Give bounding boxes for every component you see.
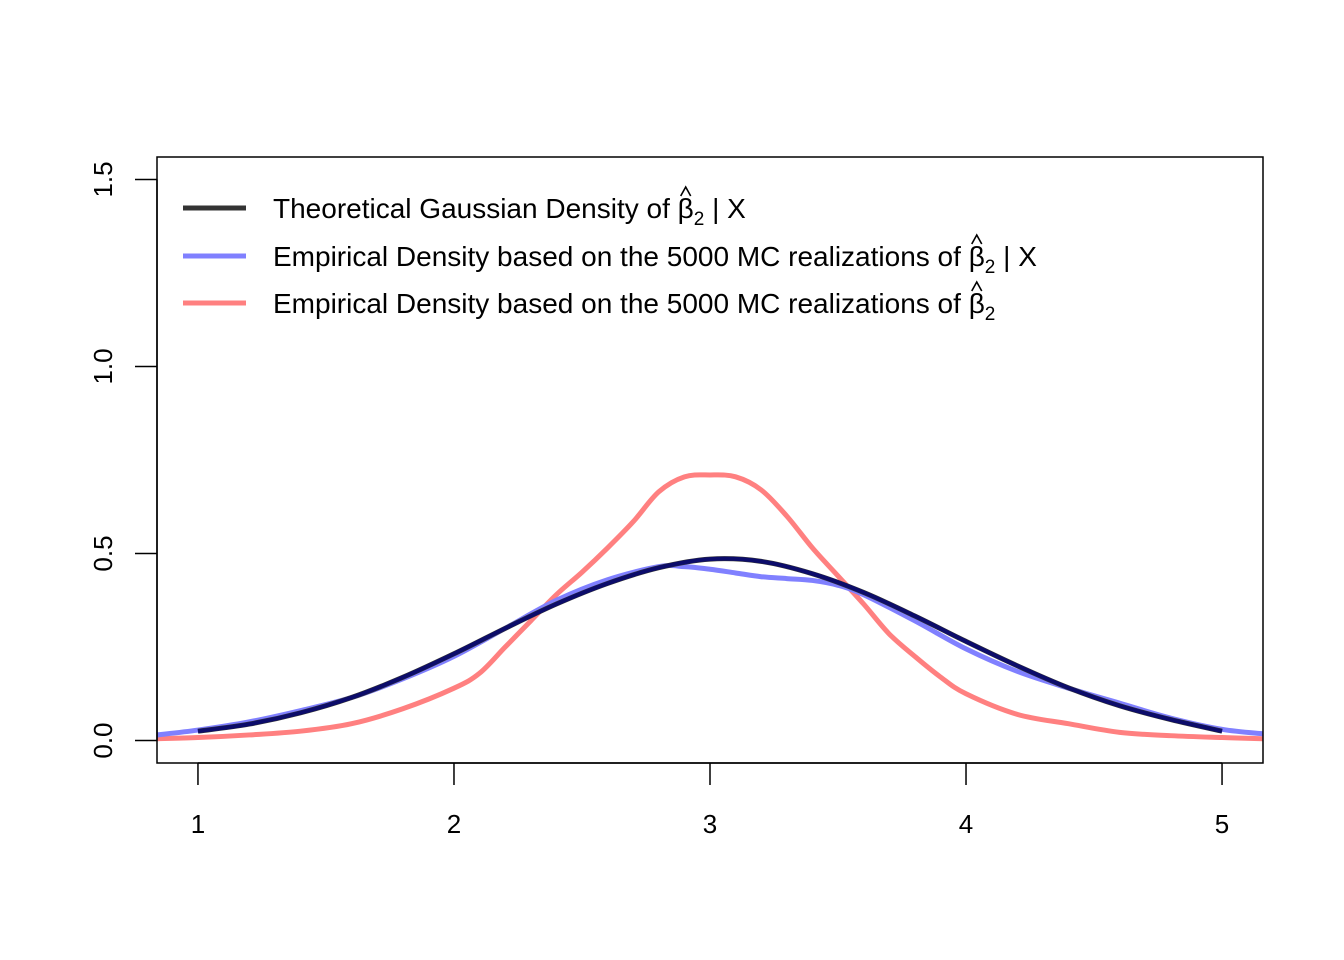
overlap-highlight-line xyxy=(197,556,1223,734)
y-tick-label: 1.0 xyxy=(88,348,118,384)
y-axis: 0.0 0.5 1.0 1.5 xyxy=(88,161,158,759)
legend-entry-empirical-unconditional: Empirical Density based on the 5000 MC r… xyxy=(183,280,995,325)
y-tick-label: 0.0 xyxy=(88,722,118,758)
x-tick-label: 2 xyxy=(447,809,461,839)
x-tick-label: 5 xyxy=(1215,809,1229,839)
legend-label: Theoretical Gaussian Density of β2 | X xyxy=(273,193,746,230)
hat-accent xyxy=(971,280,983,292)
legend-entry-empirical-conditional: Empirical Density based on the 5000 MC r… xyxy=(183,233,1037,278)
hat-accent xyxy=(971,233,983,245)
legend-label: Empirical Density based on the 5000 MC r… xyxy=(273,288,995,325)
x-axis: 1 2 3 4 5 xyxy=(191,762,1229,839)
series-lines xyxy=(157,472,1263,742)
y-tick-label: 1.5 xyxy=(88,161,118,197)
empirical-density-unconditional-line xyxy=(157,472,1263,742)
x-tick-label: 3 xyxy=(703,809,717,839)
x-tick-label: 4 xyxy=(959,809,973,839)
legend-label: Empirical Density based on the 5000 MC r… xyxy=(273,241,1037,278)
x-tick-label: 1 xyxy=(191,809,205,839)
hat-accent xyxy=(679,185,692,197)
legend-entry-theoretical: Theoretical Gaussian Density of β2 | X xyxy=(183,185,746,230)
legend: Theoretical Gaussian Density of β2 | X Em… xyxy=(183,185,1037,325)
y-tick-label: 0.5 xyxy=(88,535,118,571)
